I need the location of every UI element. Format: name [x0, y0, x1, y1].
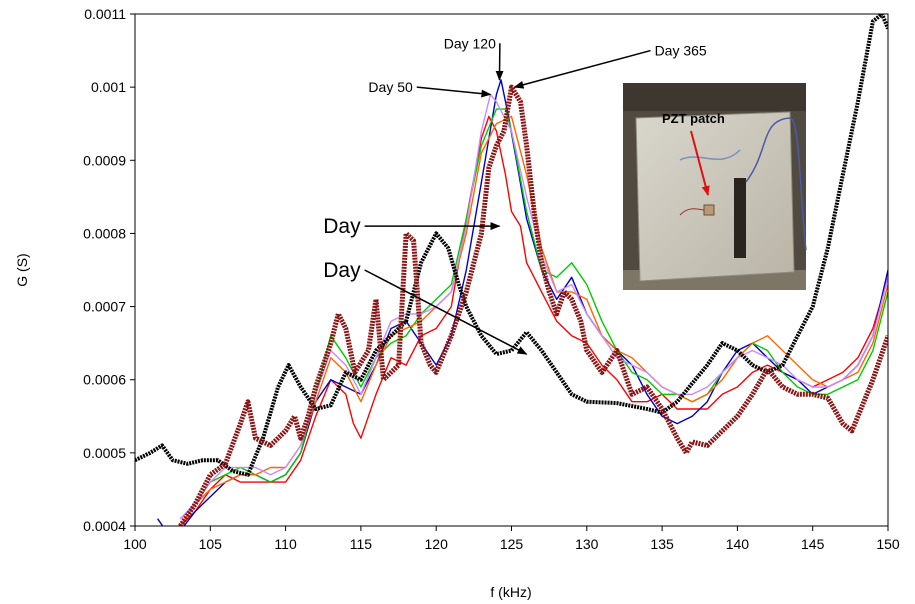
- x-tick-label: 105: [199, 536, 223, 552]
- series-line-2: [179, 115, 888, 526]
- y-tick-label: 0.001: [91, 79, 126, 95]
- y-tick-label: 0.0009: [83, 152, 126, 168]
- x-tick-label: 120: [425, 536, 449, 552]
- x-axis-title: f (kHz): [490, 584, 531, 600]
- pzt-patch-icon: [703, 204, 715, 216]
- series-line-1: [178, 84, 888, 526]
- x-tick-label: 150: [876, 536, 900, 552]
- y-tick-label: 0.0006: [83, 372, 126, 388]
- annotation-arrow: [364, 269, 528, 355]
- series-line-6: [179, 93, 888, 520]
- plot-area-frame: [134, 13, 889, 527]
- y-tick-label: 0.0007: [83, 299, 126, 315]
- x-tick-label: 145: [801, 536, 825, 552]
- pzt-arrow: [690, 130, 710, 196]
- y-tick-label: 0.0005: [83, 445, 126, 461]
- annotation-arrow: [513, 49, 651, 89]
- x-axis-ticks: 100 105 110 115 120 125 130 135 140 145 150: [123, 526, 900, 552]
- annotation-label: Day 50: [368, 79, 413, 95]
- x-tick-label: 140: [726, 536, 750, 552]
- x-tick-label: 110: [274, 536, 297, 552]
- y-axis-ticks: 0.0004 0.0005 0.0006 0.0007 0.0008 0.0009 0.00…: [83, 6, 135, 534]
- annotation-arrow: [416, 86, 492, 98]
- inset-photo: PZT patch: [623, 83, 807, 290]
- y-tick-label: 0.0011: [84, 6, 126, 22]
- x-tick-label: 130: [575, 536, 599, 552]
- x-tick-label: 115: [350, 536, 373, 552]
- annotation-label: Day 365: [655, 43, 707, 59]
- x-tick-label: 135: [650, 536, 674, 552]
- annotation-layer: Day 120 Day 365 Day 50 Day Day: [323, 35, 707, 355]
- y-axis-title: G (S): [14, 253, 30, 286]
- x-tick-label: 125: [500, 536, 524, 552]
- pzt-patch-label: PZT patch: [662, 111, 725, 126]
- x-tick-label: 100: [123, 536, 147, 552]
- annotation-label: Day: [323, 259, 361, 282]
- annotation-label: Day: [323, 215, 361, 238]
- annotation-label: Day 120: [444, 35, 496, 51]
- series-line-4: [179, 108, 888, 520]
- y-tick-label: 0.0004: [83, 518, 126, 534]
- y-tick-label: 0.0008: [83, 225, 126, 241]
- series-layer: [135, 14, 888, 526]
- series-line-0: [135, 14, 888, 477]
